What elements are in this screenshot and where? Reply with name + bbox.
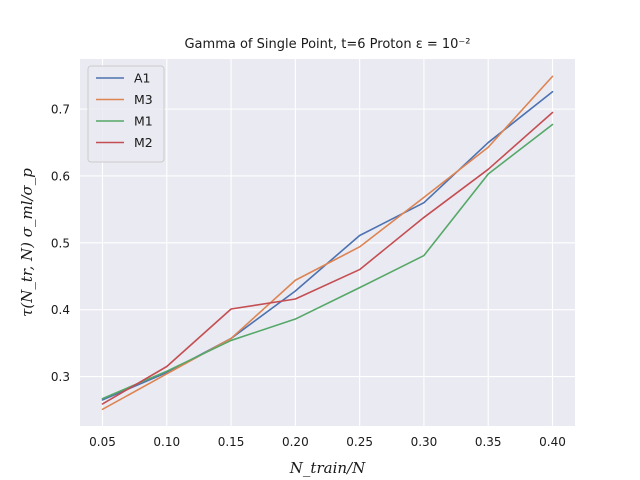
series-lines (101, 75, 554, 411)
legend-label-m1: M1 (134, 114, 153, 129)
x-tick-label: 0.30 (411, 435, 438, 449)
y-tick-label: 0.7 (51, 103, 70, 117)
legend-label-m3: M3 (134, 92, 153, 107)
legend: A1 M3 M1 M2 (87, 65, 165, 163)
x-tick-label: 0.40 (539, 435, 566, 449)
x-axis-label: N_train/N (289, 459, 366, 477)
tick-labels: 0.05 0.10 0.15 0.20 0.25 0.30 0.35 0.40 0.3 0.4 0.… (51, 103, 566, 449)
series-line-m1 (101, 123, 554, 400)
chart-title: Gamma of Single Point, t=6 Proton ε = 10… (184, 37, 470, 52)
x-tick-label: 0.15 (218, 435, 245, 449)
series-line-m3 (101, 75, 554, 411)
y-tick-label: 0.3 (51, 370, 70, 384)
series-line-m2 (101, 111, 554, 405)
legend-label-a1: A1 (134, 71, 151, 86)
y-tick-label: 0.4 (51, 303, 70, 317)
y-tick-label: 0.5 (51, 236, 70, 250)
legend-label-m2: M2 (134, 135, 153, 150)
legend-box (87, 65, 165, 163)
x-tick-label: 0.35 (475, 435, 502, 449)
x-tick-label: 0.25 (346, 435, 373, 449)
x-tick-label: 0.05 (89, 435, 116, 449)
x-tick-label: 0.10 (153, 435, 180, 449)
x-tick-label: 0.20 (282, 435, 309, 449)
y-tick-label: 0.6 (51, 169, 70, 183)
y-axis-label: τ(N_tr, N) σ_ml/σ_p (18, 168, 36, 317)
